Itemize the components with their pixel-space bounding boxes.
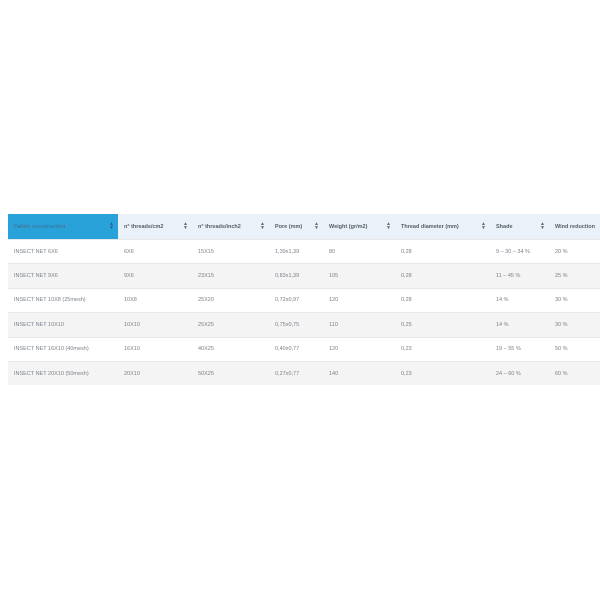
column-header-weight[interactable]: Weight (gr/m2) ▲ ▼: [323, 214, 395, 240]
table-cell: 0,28: [395, 238, 490, 264]
table-row: INSECT NET 10X8 (25mesh) 10X8 25X20 0,72…: [8, 287, 600, 313]
sort-icon[interactable]: ▲ ▼: [314, 221, 319, 231]
table-cell: 9X6: [118, 263, 192, 289]
column-header-pore[interactable]: Pore (mm) ▲ ▼: [269, 214, 323, 240]
data-table-container: Fabric construction ▲ ▼ n° threads/cm2 ▲ ▼…: [8, 214, 600, 386]
table-cell: 10X10: [118, 312, 192, 338]
table-row: INSECT NET 16X10 (40mesh) 16X10 40X25 0,…: [8, 336, 600, 362]
table-cell: 19 – 55 %: [490, 336, 549, 362]
table-cell: INSECT NET 9X6: [8, 263, 118, 289]
table-cell: 25 %: [549, 263, 600, 289]
table-cell: 120: [323, 287, 395, 313]
table-cell: 14 %: [490, 312, 549, 338]
column-header-label: Thread diameter (mm): [401, 223, 459, 230]
table-row: INSECT NET 6X6 6X6 15X15 1,39x1,39 80 0,…: [8, 238, 600, 264]
column-header-label: Weight (gr/m2): [329, 223, 368, 230]
table-cell: 20X10: [118, 360, 192, 386]
table-cell: 0,83x1,39: [269, 263, 323, 289]
column-header-label: Shade: [496, 223, 513, 230]
sort-icon[interactable]: ▲ ▼: [183, 221, 188, 231]
column-header-label: Wind reduction: [555, 223, 595, 230]
table-cell: 6X6: [118, 238, 192, 264]
table-header-row: Fabric construction ▲ ▼ n° threads/cm2 ▲ ▼…: [8, 214, 600, 240]
table-cell: 10X8: [118, 287, 192, 313]
table-cell: 105: [323, 263, 395, 289]
table-cell: 30 %: [549, 287, 600, 313]
table-cell: 0,25: [395, 312, 490, 338]
column-header-shade[interactable]: Shade ▲ ▼: [490, 214, 549, 240]
table-cell: 30 %: [549, 312, 600, 338]
table-cell: 0,23: [395, 336, 490, 362]
sort-icon[interactable]: ▲ ▼: [540, 221, 545, 231]
table-cell: 140: [323, 360, 395, 386]
table-row: INSECT NET 20X10 (50mesh) 20X10 50X25 0,…: [8, 360, 600, 386]
table-cell: 50 %: [549, 336, 600, 362]
sort-icon[interactable]: ▲ ▼: [260, 221, 265, 231]
column-header-label: Pore (mm): [275, 223, 303, 230]
table-row: INSECT NET 10X10 10X10 25X25 0,75x0,75 1…: [8, 312, 600, 338]
column-header-threads-cm2[interactable]: n° threads/cm2 ▲ ▼: [118, 214, 192, 240]
fabric-spec-table: Fabric construction ▲ ▼ n° threads/cm2 ▲ ▼…: [8, 214, 600, 386]
table-cell: 0,75x0,75: [269, 312, 323, 338]
table-cell: 0,27x0,77: [269, 360, 323, 386]
column-header-thread-diameter[interactable]: Thread diameter (mm) ▲ ▼: [395, 214, 490, 240]
table-cell: 14 %: [490, 287, 549, 313]
table-cell: 15X15: [192, 238, 269, 264]
table-cell: 25X25: [192, 312, 269, 338]
table-cell: INSECT NET 16X10 (40mesh): [8, 336, 118, 362]
column-header-wind-reduction[interactable]: Wind reduction: [549, 214, 600, 240]
column-header-fabric-construction[interactable]: Fabric construction ▲ ▼: [8, 214, 118, 240]
table-cell: 23X15: [192, 263, 269, 289]
table-cell: 0,72x0,97: [269, 287, 323, 313]
table-cell: 25X20: [192, 287, 269, 313]
table-cell: 24 – 60 %: [490, 360, 549, 386]
table-cell: 0,28: [395, 263, 490, 289]
table-cell: 16X10: [118, 336, 192, 362]
table-cell: 1,39x1,39: [269, 238, 323, 264]
sort-icon[interactable]: ▲ ▼: [386, 221, 391, 231]
table-cell: 20 %: [549, 238, 600, 264]
table-cell: 11 – 45 %: [490, 263, 549, 289]
sort-icon[interactable]: ▲ ▼: [481, 221, 486, 231]
table-cell: 120: [323, 336, 395, 362]
table-cell: INSECT NET 10X10: [8, 312, 118, 338]
column-header-label: Fabric construction: [14, 223, 66, 230]
table-cell: 60 %: [549, 360, 600, 386]
table-cell: 0,23: [395, 360, 490, 386]
table-cell: 50X25: [192, 360, 269, 386]
sort-icon[interactable]: ▲ ▼: [109, 221, 114, 231]
table-row: INSECT NET 9X6 9X6 23X15 0,83x1,39 105 0…: [8, 263, 600, 289]
column-header-label: n° threads/cm2: [124, 223, 164, 230]
table-cell: 110: [323, 312, 395, 338]
table-cell: 80: [323, 238, 395, 264]
table-cell: INSECT NET 20X10 (50mesh): [8, 360, 118, 386]
table-cell: 0,28: [395, 287, 490, 313]
table-cell: INSECT NET 10X8 (25mesh): [8, 287, 118, 313]
table-cell: 0,40x0,77: [269, 336, 323, 362]
table-cell: 9 – 30 – 34 %: [490, 238, 549, 264]
column-header-threads-inch2[interactable]: n° threads/inch2 ▲ ▼: [192, 214, 269, 240]
column-header-label: n° threads/inch2: [198, 223, 241, 230]
table-cell: INSECT NET 6X6: [8, 238, 118, 264]
table-cell: 40X25: [192, 336, 269, 362]
